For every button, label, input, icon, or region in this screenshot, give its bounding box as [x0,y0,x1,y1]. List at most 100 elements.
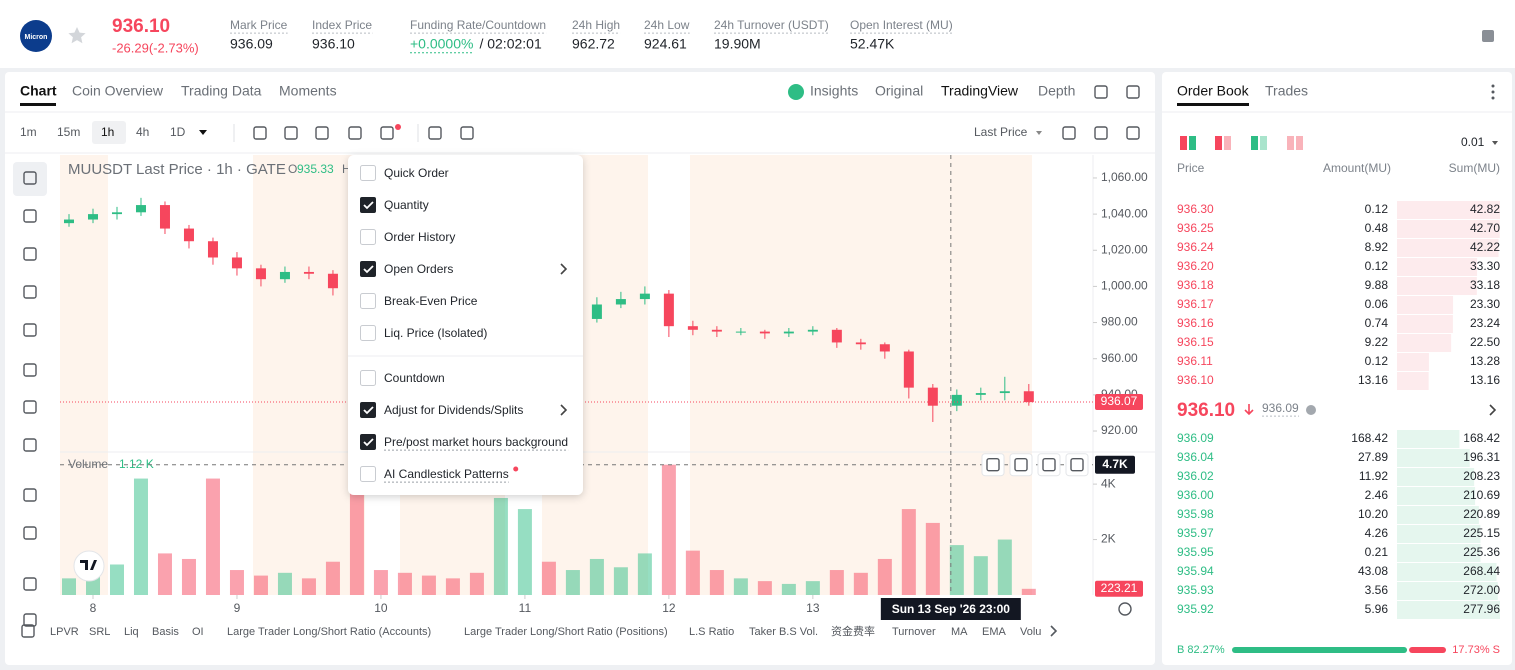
layout-icon[interactable] [1224,136,1231,150]
price-cell[interactable]: 936.02 [1177,469,1214,483]
dropdown-caret[interactable] [1492,141,1498,145]
notes-icon[interactable] [1482,30,1494,42]
interval-button[interactable]: 1m [20,125,37,139]
checkbox[interactable] [360,165,376,181]
indicator-tab[interactable]: 资金费率 [831,624,875,638]
menu-item[interactable]: Break-Even Price [384,294,478,308]
pane-icon[interactable] [986,458,1000,472]
indicator-tab[interactable]: SRL [89,626,110,638]
indicator-tab[interactable]: Large Trader Long/Short Ratio (Positions… [464,626,668,638]
layout-icon[interactable] [1215,136,1222,150]
pane-button[interactable] [1009,453,1033,477]
menu-item[interactable]: Quantity [384,198,429,212]
pane-button[interactable] [1065,453,1089,477]
price-cell[interactable]: 936.18 [1177,278,1214,292]
pane-icon[interactable] [1014,458,1028,472]
interval-button[interactable]: 1D [170,125,186,139]
tab[interactable]: Coin Overview [72,83,164,99]
tab[interactable]: Trades [1265,83,1308,99]
price-cell[interactable]: 935.92 [1177,602,1214,616]
chevron-icon[interactable] [1489,404,1497,416]
indicator-tab[interactable]: Basis [152,626,179,638]
toolbar-icon[interactable] [348,126,362,140]
price-source[interactable]: Last Price [974,125,1028,139]
drawing-tool[interactable] [23,247,37,261]
price-cell[interactable]: 936.20 [1177,259,1214,273]
indicator-tab[interactable]: L.S Ratio [689,626,734,638]
checkbox[interactable] [360,293,376,309]
checkbox[interactable] [360,229,376,245]
price-cell[interactable]: 936.24 [1177,240,1214,254]
tab[interactable]: Trading Data [181,83,262,99]
menu-item[interactable]: Countdown [384,371,445,385]
price-cell[interactable]: 936.11 [1177,354,1213,368]
drawing-tool[interactable] [23,526,37,540]
dropdown-caret[interactable] [199,130,207,135]
drawing-tool[interactable] [23,400,37,414]
layout-icon[interactable] [1296,136,1303,150]
indicator-tab[interactable]: Large Trader Long/Short Ratio (Accounts) [227,626,431,638]
checkbox-checked[interactable] [360,434,376,450]
indicator-tab[interactable]: Turnover [892,626,936,638]
price-cell[interactable]: 935.95 [1177,545,1214,559]
toolbar-icon[interactable] [315,126,329,140]
tab[interactable]: Order Book [1177,83,1250,99]
price-cell[interactable]: 935.98 [1177,507,1214,521]
toolbar-icon[interactable] [380,126,394,140]
drawing-tool[interactable] [23,438,37,452]
layout-icon[interactable] [1189,136,1196,150]
toolbar-icon[interactable] [428,126,442,140]
toolbar-icon[interactable] [1062,126,1076,140]
toolbar-icon[interactable] [1094,126,1108,140]
chevron-icon[interactable] [560,404,568,416]
indicator-icon[interactable] [21,624,35,638]
price-cell[interactable]: 936.30 [1177,202,1214,216]
menu-item[interactable]: Adjust for Dividends/Splits [384,403,523,417]
pane-icon[interactable] [1042,458,1056,472]
drawing-tool[interactable] [23,285,37,299]
interval-button[interactable]: 15m [57,125,80,139]
tab[interactable]: Moments [279,83,337,99]
price-cell[interactable]: 935.93 [1177,583,1214,597]
checkbox[interactable] [360,325,376,341]
view-tab[interactable]: Depth [1038,83,1075,99]
indicator-tab[interactable]: EMA [982,626,1007,638]
toolbar-icon[interactable] [460,126,474,140]
precision-select[interactable]: 0.01 [1461,135,1485,149]
drawing-tool[interactable] [23,613,37,627]
checkbox-checked[interactable] [360,261,376,277]
view-tab[interactable]: Original [875,83,923,99]
chevron-icon[interactable] [1050,625,1058,637]
checkbox-checked[interactable] [360,402,376,418]
menu-item[interactable]: Liq. Price (Isolated) [384,326,487,340]
pane-icon[interactable] [1070,458,1084,472]
indicator-tab[interactable]: MA [951,626,968,638]
menu-item[interactable]: Open Orders [384,262,453,276]
layout-icon[interactable] [1287,136,1294,150]
reset-icon[interactable] [1118,602,1132,616]
price-cell[interactable]: 936.17 [1177,297,1214,311]
toolbar-icon[interactable] [1126,126,1140,140]
indicator-tab[interactable]: OI [192,626,204,638]
price-cell[interactable]: 936.04 [1177,450,1214,464]
drawing-tool[interactable] [23,171,37,185]
menu-item[interactable]: Order History [384,230,455,244]
chevron-icon[interactable] [560,263,568,275]
checkbox-checked[interactable] [360,197,376,213]
menu-item[interactable]: Quick Order [384,166,449,180]
drawing-tool[interactable] [23,488,37,502]
indicator-tab[interactable]: Taker B.S Vol. [749,626,818,638]
indicator-tab[interactable]: Volu [1020,626,1041,638]
view-tab[interactable]: TradingView [941,83,1019,99]
price-cell[interactable]: 936.10 [1177,373,1214,387]
pane-button[interactable] [981,453,1005,477]
price-cell[interactable]: 936.16 [1177,316,1214,330]
fullscreen-icon[interactable] [1094,85,1108,99]
pane-button[interactable] [1037,453,1061,477]
checkbox[interactable] [360,466,376,482]
price-cell[interactable]: 936.25 [1177,221,1214,235]
price-cell[interactable]: 935.97 [1177,526,1214,540]
layout-icon[interactable] [1180,136,1187,150]
price-cell[interactable]: 936.09 [1177,431,1214,445]
toolbar-icon[interactable] [253,126,267,140]
